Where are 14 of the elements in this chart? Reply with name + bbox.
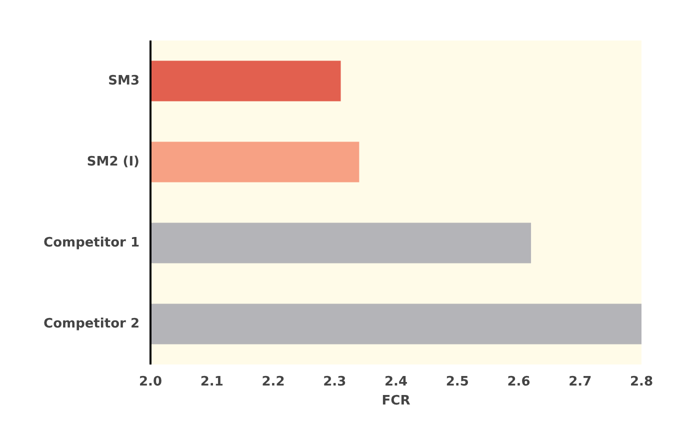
x-tick-label: 2.2 [262, 374, 285, 390]
x-tick-label: 2.5 [446, 374, 469, 390]
y-tick-label: Competitor 2 [44, 316, 140, 332]
x-tick-label: 2.4 [384, 374, 408, 390]
x-tick-label: 2.7 [568, 374, 592, 390]
x-tick-label: 2.0 [138, 374, 162, 390]
x-tick-label: 2.6 [507, 374, 530, 390]
x-tick-label: 2.8 [630, 374, 654, 390]
y-tick-label: SM3 [108, 74, 140, 88]
x-tick-label: 2.1 [200, 374, 224, 390]
x-tick-label: 2.3 [323, 374, 346, 390]
y-tick-label: Competitor 1 [44, 236, 140, 250]
y-tick-label: SM2 (I) [86, 154, 140, 170]
x-axis-title: FCR [382, 394, 410, 408]
